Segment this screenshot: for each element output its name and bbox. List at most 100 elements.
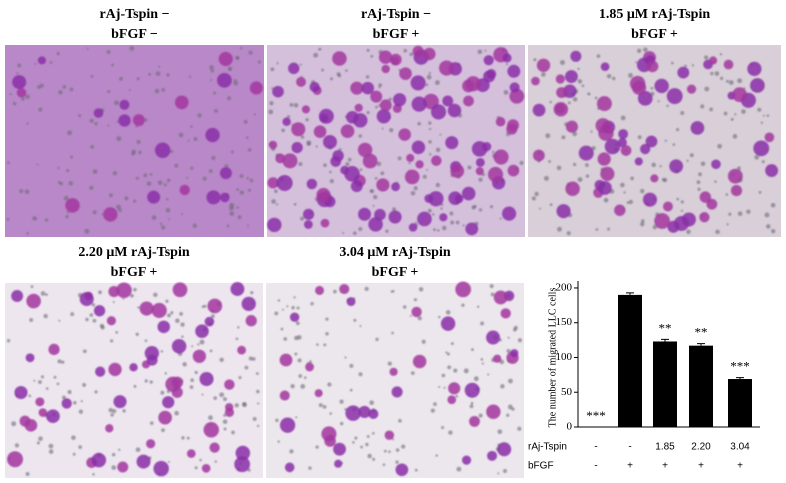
debris [246,224,250,227]
cell [129,363,138,372]
debris [245,136,249,139]
debris [342,231,345,235]
debris [448,430,453,435]
cell [431,155,442,166]
debris [236,206,239,209]
debris [199,339,205,345]
debris [146,181,152,186]
debris [637,135,642,140]
debris [289,103,294,107]
debris [431,213,435,216]
cell [634,157,643,166]
cell [241,296,256,311]
debris [236,188,240,191]
debris [182,362,187,367]
cell [669,159,684,174]
significance: *** [586,408,606,423]
debris [252,416,257,421]
cell [306,178,318,190]
debris [321,68,325,72]
cell [640,143,651,155]
debris [481,362,485,365]
cell [510,349,519,358]
debris [118,208,122,213]
debris [440,207,443,210]
debris [403,48,408,53]
cell [279,417,296,433]
error-bar [626,292,634,295]
cell [218,51,233,67]
debris [48,443,54,449]
debris [133,384,137,388]
debris [160,350,164,353]
cell [447,103,462,118]
debris [144,339,148,343]
debris [65,169,70,173]
debris [308,360,312,364]
debris [208,415,213,421]
debris [764,212,770,218]
debris [365,75,370,79]
cell [11,290,24,302]
debris [315,445,319,449]
cell [276,175,293,192]
debris [94,121,98,126]
debris [78,114,82,118]
debris [689,153,694,158]
debris [161,225,166,230]
debris [339,421,344,426]
cell [199,371,214,387]
debris [639,188,645,194]
cell [411,96,427,112]
debris [165,197,169,201]
cell [475,167,484,176]
debris [392,207,397,212]
debris [57,166,60,170]
debris [339,399,344,404]
debris [664,139,667,142]
debris [517,426,522,431]
cell [204,316,215,327]
debris [135,332,139,336]
cell [410,75,426,91]
debris [223,413,226,417]
debris [253,113,256,116]
cell [91,452,107,468]
debris [478,208,483,212]
debris [395,448,400,452]
debris [325,331,329,336]
debris [92,473,95,476]
cell [108,362,122,377]
debris [149,380,153,384]
cell [313,125,327,139]
debris [376,161,382,167]
cell [461,186,476,201]
cell [564,70,578,84]
cell [442,95,454,107]
debris [726,223,729,226]
debris [628,72,633,78]
debris [391,331,394,335]
debris [398,418,402,423]
cell [555,74,565,84]
debris [297,358,302,363]
debris [413,298,418,302]
debris [158,65,161,68]
debris [167,313,171,318]
debris [507,404,513,410]
debris [635,61,638,64]
cell [384,430,395,440]
cell [158,410,172,425]
debris [119,76,124,81]
debris [549,100,552,104]
cell [245,315,257,327]
debris [372,431,375,435]
debris [181,335,184,338]
debris [389,128,394,133]
debris [473,376,479,382]
cell [699,212,710,223]
debris [6,339,11,343]
debris [308,466,312,470]
debris [461,303,465,307]
panel-title: bFGF + [111,265,158,280]
